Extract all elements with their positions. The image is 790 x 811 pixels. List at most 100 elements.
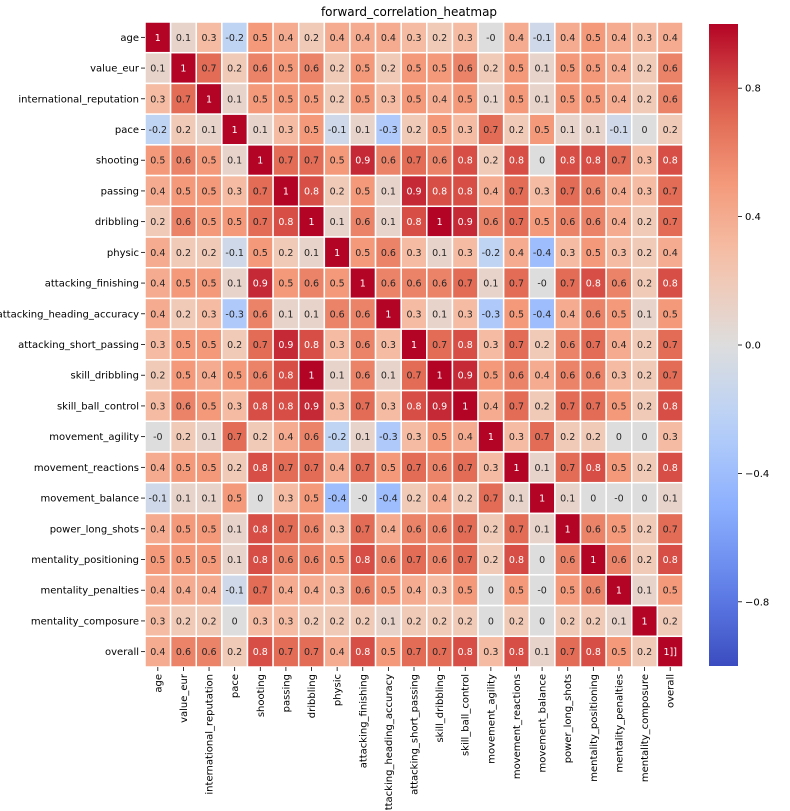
heatmap-cell <box>554 205 582 238</box>
cell-value-label: 0.5 <box>611 647 626 658</box>
cell-value-label: 0.2 <box>509 616 524 627</box>
cell-value-label: 0.2 <box>330 94 345 105</box>
cell-value-label: 0.1 <box>483 94 498 105</box>
cell-value-label: 0.7 <box>278 156 293 167</box>
column-label: mentality_penalties <box>614 674 625 772</box>
cell-value-label: 0.6 <box>355 340 370 351</box>
cell-value-label: 0.3 <box>150 340 165 351</box>
cell-value-label: 0.6 <box>586 586 601 597</box>
cell-value-label: 0.4 <box>150 279 165 290</box>
cell-value-label: 0.3 <box>227 186 242 197</box>
heatmap-cell <box>579 604 607 638</box>
heatmap-cell <box>579 297 607 330</box>
cell-value-label: 0.6 <box>253 64 268 75</box>
heatmap-cell <box>605 205 633 238</box>
cell-value-label: 0.2 <box>150 371 165 382</box>
heatmap-cell <box>605 635 633 668</box>
heatmap-cell <box>451 635 479 668</box>
heatmap-cell <box>374 51 402 85</box>
cell-value-label: -0.4 <box>533 248 552 259</box>
heatmap-cell <box>400 543 428 576</box>
cell-value-label: 0.1 <box>304 248 319 259</box>
cell-value-label: 0.2 <box>176 432 191 443</box>
heatmap-cell <box>451 481 479 515</box>
heatmap-cell <box>195 113 223 146</box>
cell-value-label: 0.7 <box>509 217 524 228</box>
cell-value-label: 0.4 <box>611 186 626 197</box>
cell-value-label: 0.5 <box>432 64 447 75</box>
cell-value-label: 0.2 <box>304 33 319 44</box>
cell-value-label: 0.6 <box>560 371 575 382</box>
column-label: dribbling <box>307 674 318 718</box>
heatmap-cell <box>400 420 428 453</box>
cell-value-label: 0.6 <box>176 647 191 658</box>
cell-value-label: 0.2 <box>330 616 345 627</box>
heatmap-cell <box>400 113 428 146</box>
cell-value-label: 0.7 <box>201 64 216 75</box>
cell-value-label: 0.1 <box>637 309 652 320</box>
cell-value-label: 0.4 <box>330 33 345 44</box>
heatmap-cell <box>400 328 428 361</box>
heatmap-cell <box>272 205 300 238</box>
cell-value-label: 0.6 <box>586 524 601 535</box>
cell-value-label: 0.7 <box>560 647 575 658</box>
cell-value-label: 0.2 <box>355 616 370 627</box>
cell-value-label: 0.5 <box>304 125 319 136</box>
cell-value-label: 0.5 <box>330 555 345 566</box>
colorbar: 0.8 0.4 0.0 −0.4 −0.8 <box>709 24 769 666</box>
cell-value-label: 0.6 <box>611 555 626 566</box>
cell-value-label: 0.7 <box>560 401 575 412</box>
cell-value-label: 0.4 <box>355 33 370 44</box>
heatmap-cell <box>656 236 684 269</box>
cell-value-label: 0.2 <box>227 463 242 474</box>
cell-value-label: 0.2 <box>201 248 216 259</box>
cell-value-label: 0.5 <box>150 156 165 167</box>
cell-value-label: 0 <box>642 432 648 443</box>
cell-value-label: 0.1 <box>176 494 191 505</box>
cell-value-label: 0.6 <box>509 371 524 382</box>
cell-value-label: 0.4 <box>560 33 575 44</box>
cell-value-label: 0.3 <box>278 125 293 136</box>
cell-value-label: 0.3 <box>406 309 421 320</box>
cell-value-label: 0.5 <box>253 33 268 44</box>
cell-value-label: 0 <box>539 156 545 167</box>
heatmap-cell <box>656 543 684 576</box>
heatmap-cell <box>221 512 249 545</box>
cell-value-label: 0.8 <box>663 555 678 566</box>
cell-value-label: 0.7 <box>483 494 498 505</box>
heatmap-cell <box>477 389 505 423</box>
row-label: skill_ball_control <box>57 401 139 412</box>
cell-value-label: 0.7 <box>432 647 447 658</box>
cell-value-label: 0.5 <box>355 64 370 75</box>
column-labels: age value_eur international_reputation pace… <box>153 667 677 811</box>
cell-value-label: 0.3 <box>432 586 447 597</box>
cell-value-label: -0.1 <box>533 33 552 44</box>
heatmap-cell <box>221 543 249 576</box>
cell-value-label: 0.7 <box>663 340 678 351</box>
cell-value-label: 0.9 <box>278 340 293 351</box>
heatmap-cell <box>451 604 479 638</box>
cell-value-label: 0.2 <box>535 340 550 351</box>
cell-value-label: 0.3 <box>663 432 678 443</box>
row-label: passing <box>101 186 139 197</box>
cell-value-label: 0.7 <box>458 463 473 474</box>
cell-value-label: 0.6 <box>381 156 396 167</box>
cell-value-label: 0.2 <box>278 248 293 259</box>
heatmap-cell <box>579 359 607 392</box>
cell-value-label: 0 <box>488 586 494 597</box>
cell-value-label: 0.7 <box>560 463 575 474</box>
cell-value-label: 0.3 <box>330 524 345 535</box>
cell-value-label: 0.5 <box>406 64 421 75</box>
cell-value-label: 0.2 <box>150 217 165 228</box>
cell-value-label: 0.8 <box>406 401 421 412</box>
cell-value-label: 0.6 <box>458 64 473 75</box>
cell-value-label: 0.3 <box>253 616 268 627</box>
cell-value-label: 0.7 <box>663 217 678 228</box>
heatmap-cell <box>400 389 428 423</box>
heatmap-cell <box>631 481 659 515</box>
cell-value-label: 0.5 <box>432 125 447 136</box>
heatmap-cell <box>605 266 633 300</box>
heatmap-cells <box>144 21 684 668</box>
cell-value-label: 0.6 <box>304 432 319 443</box>
cell-value-label: 0.2 <box>637 647 652 658</box>
